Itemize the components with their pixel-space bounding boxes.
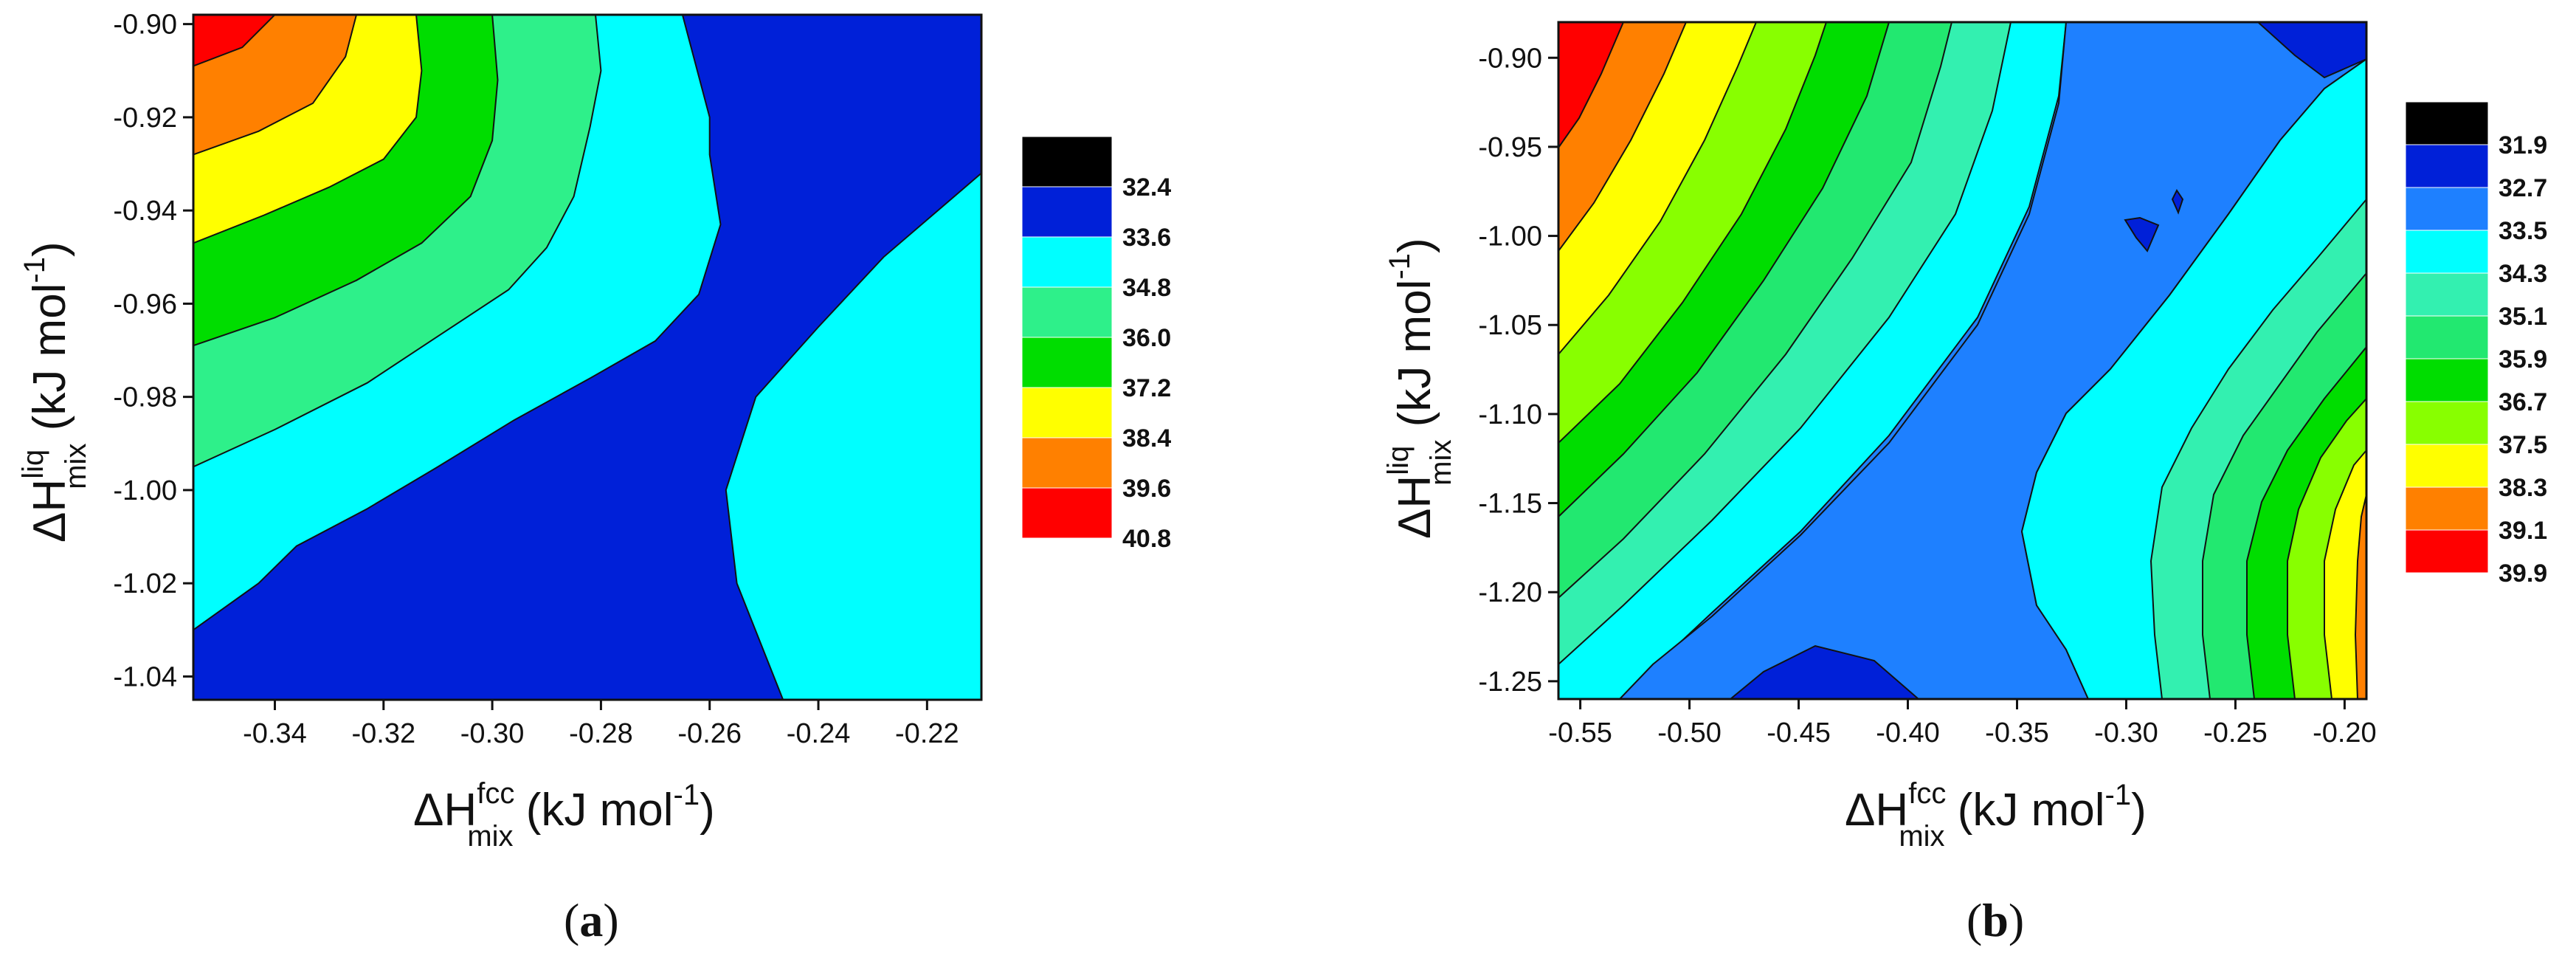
legend-label: 34.3 xyxy=(2499,260,2547,288)
legend-swatch xyxy=(1021,387,1113,438)
contour-panel-b: -0.55 -0.50 -0.45 -0.40 -0.35 -0.30 -0.25 -0.20… xyxy=(1382,21,2547,946)
y-ticks-a: -0.90 -0.92 -0.94 -0.96 -0.98 -1.00 -1.02 -1.04 xyxy=(113,10,193,692)
legend-swatch xyxy=(2405,230,2489,274)
y-axis-label-a: ΔHliq mix (kJ mol-1) xyxy=(17,241,92,543)
legend-swatch xyxy=(1021,236,1113,288)
plot-frame-b xyxy=(1557,21,2368,701)
legend-label: 39.6 xyxy=(1122,475,1171,503)
y-tick-label: -0.94 xyxy=(113,196,177,227)
x-tick-label: -0.22 xyxy=(895,718,959,749)
region-b-32-7-island-1 xyxy=(2124,216,2160,252)
legend-swatch xyxy=(1021,286,1113,338)
legend-swatch xyxy=(1021,136,1113,187)
contour-regions-b xyxy=(1558,22,2366,699)
legend-b: 31.9 32.7 33.5 34.3 35.1 35.9 36.7 37.5 38.3 39.1… xyxy=(2405,101,2547,588)
y-tick-label: -1.10 xyxy=(1478,399,1542,430)
y-tick-label: -1.05 xyxy=(1478,310,1542,341)
panel-label-a: (a) xyxy=(564,894,619,946)
x-tick-label: -0.25 xyxy=(2203,717,2268,749)
y-tick-label: -0.95 xyxy=(1478,132,1542,163)
contour-region-39-6 xyxy=(193,15,276,67)
y-ticks-b: -0.90 -0.95 -1.00 -1.05 -1.10 -1.15 -1.20 -1.25 xyxy=(1478,43,1558,698)
legend-label: 31.9 xyxy=(2499,131,2547,159)
legend-a: 32.4 33.6 34.8 36.0 37.2 38.4 39.6 40.8 xyxy=(1021,136,1171,553)
legend-label: 38.3 xyxy=(2499,474,2547,502)
contour-regions-a xyxy=(193,15,981,700)
x-axis-label-a: ΔHfcc mix (kJ mol-1) xyxy=(413,777,715,853)
legend-label: 32.4 xyxy=(1122,173,1171,202)
legend-swatch xyxy=(1021,437,1113,489)
y-tick-label: -1.04 xyxy=(113,661,177,692)
legend-swatch xyxy=(1021,337,1113,388)
legend-swatch xyxy=(2405,315,2489,359)
legend-label: 37.5 xyxy=(2499,431,2547,459)
y-tick-label: -0.90 xyxy=(1478,43,1542,74)
legend-swatch xyxy=(2405,101,2489,145)
legend-label: 36.0 xyxy=(1122,324,1171,352)
x-tick-label: -0.30 xyxy=(2094,717,2158,749)
legend-label: 37.2 xyxy=(1122,374,1171,402)
plot-frame-a xyxy=(192,13,983,701)
x-axis-label-b: ΔHfcc mix (kJ mol-1) xyxy=(1845,777,2147,853)
x-tick-label: -0.40 xyxy=(1876,717,1940,749)
x-tick-label: -0.35 xyxy=(1985,717,2049,749)
x-tick-label: -0.50 xyxy=(1657,717,1722,749)
y-tick-label: -1.15 xyxy=(1478,489,1542,520)
x-tick-label: -0.30 xyxy=(460,718,525,749)
legend-label: 33.6 xyxy=(1122,224,1171,252)
y-tick-label: -0.98 xyxy=(113,382,177,413)
contour-region-33-6 xyxy=(725,172,981,700)
x-tick-label: -0.55 xyxy=(1548,717,1612,749)
legend-swatch xyxy=(1021,487,1113,539)
y-axis-label-b: ΔHliq mix (kJ mol-1) xyxy=(1382,238,1457,539)
legend-swatch xyxy=(2405,486,2489,531)
y-tick-label: -1.25 xyxy=(1478,667,1542,698)
contour-panel-a: -0.34 -0.32 -0.30 -0.28 -0.26 -0.24 -0.22 -0.9… xyxy=(17,10,1171,946)
region-b-right-39-1 xyxy=(2354,494,2366,699)
x-tick-label: -0.20 xyxy=(2313,717,2377,749)
legend-label: 39.9 xyxy=(2499,560,2547,588)
panel-label-b: (b) xyxy=(1966,894,2024,946)
y-tick-label: -0.96 xyxy=(113,289,177,320)
legend-label: 32.7 xyxy=(2499,174,2547,202)
legend-swatch xyxy=(2405,444,2489,488)
y-tick-label: -1.00 xyxy=(113,475,177,506)
x-ticks-a: -0.34 -0.32 -0.30 -0.28 -0.26 -0.24 -0.22 xyxy=(243,700,959,749)
legend-label: 38.4 xyxy=(1122,424,1171,452)
x-ticks-b: -0.55 -0.50 -0.45 -0.40 -0.35 -0.30 -0.25 -0.20 xyxy=(1548,699,2377,749)
legend-swatch xyxy=(2405,358,2489,402)
x-tick-label: -0.34 xyxy=(243,718,307,749)
legend-label: 35.9 xyxy=(2499,345,2547,374)
y-tick-label: -1.20 xyxy=(1478,577,1542,608)
legend-label: 35.1 xyxy=(2499,303,2547,331)
x-tick-label: -0.32 xyxy=(351,718,415,749)
x-tick-label: -0.24 xyxy=(787,718,851,749)
legend-swatch xyxy=(2405,401,2489,445)
region-b-32-7-bottom xyxy=(1729,644,1920,699)
legend-label: 39.1 xyxy=(2499,517,2547,545)
x-tick-label: -0.28 xyxy=(569,718,633,749)
region-b-left-39-9 xyxy=(1558,22,1625,149)
y-tick-label: -0.92 xyxy=(113,103,177,134)
legend-swatch xyxy=(1021,186,1113,238)
y-tick-label: -1.02 xyxy=(113,568,177,599)
legend-swatch xyxy=(2405,529,2489,574)
y-tick-label: -1.00 xyxy=(1478,221,1542,252)
region-b-32-7-top-right xyxy=(2256,22,2366,79)
legend-swatch xyxy=(2405,144,2489,188)
legend-swatch xyxy=(2405,272,2489,317)
legend-swatch xyxy=(2405,187,2489,231)
x-tick-label: -0.45 xyxy=(1767,717,1831,749)
region-b-32-7-island-2 xyxy=(2171,189,2184,215)
legend-label: 36.7 xyxy=(2499,388,2547,416)
y-tick-label: -0.90 xyxy=(113,10,177,41)
legend-label: 33.5 xyxy=(2499,217,2547,245)
legend-label: 34.8 xyxy=(1122,274,1171,302)
legend-label: 40.8 xyxy=(1122,525,1171,553)
x-tick-label: -0.26 xyxy=(677,718,742,749)
